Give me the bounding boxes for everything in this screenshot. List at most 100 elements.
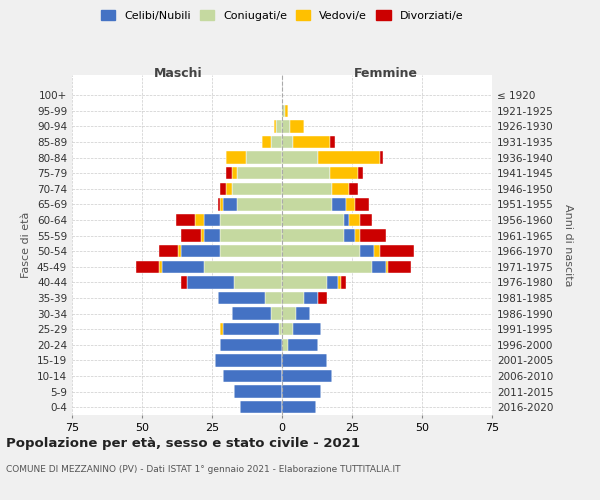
Bar <box>282 401 316 413</box>
Bar <box>282 167 329 179</box>
Bar <box>355 198 369 210</box>
Bar <box>232 182 282 195</box>
Bar <box>203 230 220 242</box>
Bar <box>232 308 271 320</box>
Bar <box>279 323 282 336</box>
Bar <box>181 230 201 242</box>
Bar <box>159 260 161 273</box>
Bar <box>282 120 290 132</box>
Bar <box>282 104 285 117</box>
Bar <box>293 136 329 148</box>
Bar <box>223 323 279 336</box>
Bar <box>271 308 282 320</box>
Bar <box>220 214 282 226</box>
Text: Popolazione per età, sesso e stato civile - 2021: Popolazione per età, sesso e stato civil… <box>6 438 360 450</box>
Bar <box>218 198 220 210</box>
Bar <box>329 167 358 179</box>
Bar <box>201 230 203 242</box>
Bar <box>290 120 304 132</box>
Bar <box>349 214 361 226</box>
Bar <box>296 308 310 320</box>
Bar <box>349 182 358 195</box>
Bar <box>344 230 355 242</box>
Bar <box>161 260 203 273</box>
Bar <box>178 245 181 258</box>
Bar <box>282 386 321 398</box>
Bar <box>282 230 344 242</box>
Bar <box>282 214 344 226</box>
Bar <box>226 167 232 179</box>
Bar <box>245 152 282 164</box>
Text: Maschi: Maschi <box>154 66 203 80</box>
Bar <box>136 260 159 273</box>
Bar <box>226 152 245 164</box>
Bar <box>176 214 195 226</box>
Bar <box>262 136 271 148</box>
Bar <box>361 214 371 226</box>
Bar <box>240 401 282 413</box>
Bar <box>327 276 338 288</box>
Legend: Celibi/Nubili, Coniugati/e, Vedovi/e, Divorziati/e: Celibi/Nubili, Coniugati/e, Vedovi/e, Di… <box>99 8 465 24</box>
Bar <box>319 292 327 304</box>
Bar <box>237 198 282 210</box>
Bar <box>344 214 349 226</box>
Bar <box>282 323 293 336</box>
Bar <box>220 338 282 351</box>
Bar <box>282 152 319 164</box>
Bar <box>282 354 327 366</box>
Bar <box>361 230 386 242</box>
Bar <box>223 198 237 210</box>
Bar <box>282 198 332 210</box>
Bar <box>274 120 277 132</box>
Y-axis label: Fasce di età: Fasce di età <box>22 212 31 278</box>
Bar <box>159 245 178 258</box>
Text: COMUNE DI MEZZANINO (PV) - Dati ISTAT 1° gennaio 2021 - Elaborazione TUTTITALIA.: COMUNE DI MEZZANINO (PV) - Dati ISTAT 1°… <box>6 466 401 474</box>
Bar <box>282 136 293 148</box>
Y-axis label: Anni di nascita: Anni di nascita <box>563 204 573 286</box>
Bar <box>282 292 304 304</box>
Bar <box>232 167 237 179</box>
Bar <box>265 292 282 304</box>
Bar <box>388 260 411 273</box>
Bar <box>220 198 223 210</box>
Bar <box>282 245 361 258</box>
Bar <box>220 182 226 195</box>
Bar <box>293 323 321 336</box>
Bar <box>371 260 386 273</box>
Bar <box>346 198 355 210</box>
Bar <box>181 276 187 288</box>
Bar <box>329 136 335 148</box>
Bar <box>282 338 287 351</box>
Bar <box>282 260 371 273</box>
Bar <box>235 276 282 288</box>
Bar <box>319 152 380 164</box>
Bar <box>332 198 346 210</box>
Bar <box>374 245 380 258</box>
Bar <box>218 292 265 304</box>
Bar <box>203 260 282 273</box>
Bar <box>223 370 282 382</box>
Bar <box>361 245 374 258</box>
Bar <box>203 214 220 226</box>
Bar <box>220 323 223 336</box>
Bar <box>181 245 220 258</box>
Bar <box>271 136 282 148</box>
Bar <box>220 230 282 242</box>
Bar <box>282 182 332 195</box>
Bar <box>187 276 235 288</box>
Bar <box>277 120 282 132</box>
Bar <box>380 245 413 258</box>
Bar <box>358 167 363 179</box>
Bar <box>282 276 327 288</box>
Bar <box>285 104 287 117</box>
Bar <box>287 338 319 351</box>
Bar <box>195 214 203 226</box>
Bar <box>355 230 361 242</box>
Bar <box>237 167 282 179</box>
Bar <box>220 245 282 258</box>
Bar <box>338 276 341 288</box>
Bar <box>341 276 346 288</box>
Bar <box>282 370 332 382</box>
Bar <box>380 152 383 164</box>
Bar <box>386 260 388 273</box>
